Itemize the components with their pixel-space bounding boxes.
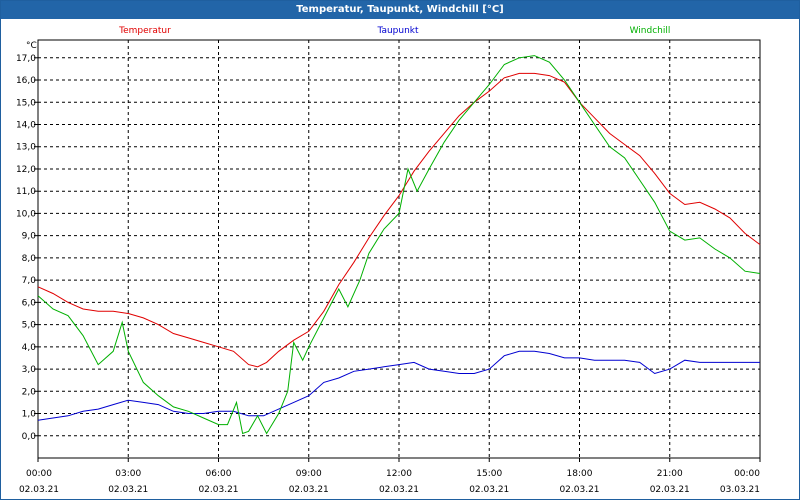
- y-tick-label: 2,0: [22, 387, 37, 397]
- y-tick-label: 14,0: [16, 120, 36, 130]
- y-tick-label: 4,0: [22, 343, 37, 353]
- grid: [38, 40, 760, 458]
- x-tick-date: 02.03.21: [559, 485, 599, 495]
- x-tick-time: 12:00: [386, 469, 412, 479]
- y-tick-label: 11,0: [16, 187, 36, 197]
- y-tick-label: 10,0: [16, 209, 36, 219]
- y-tick-label: 16,0: [16, 76, 36, 86]
- y-tick-label: 15,0: [16, 98, 36, 108]
- legend-entry-temperatur: Temperatur: [118, 26, 171, 36]
- x-tick-date: 02.03.21: [650, 485, 690, 495]
- x-tick-date: 03.03.21: [720, 485, 760, 495]
- series-lines: [37, 55, 761, 435]
- x-axis-ticks: 00:00 02.03.21 03:00 02.03.21 06:00 02.03.21 0…: [19, 458, 761, 495]
- x-tick-time: 00:00: [734, 469, 760, 479]
- y-tick-label: 7,0: [22, 276, 37, 286]
- x-tick-date: 02.03.21: [198, 485, 238, 495]
- x-tick-time: 06:00: [206, 469, 232, 479]
- x-tick-time: 00:00: [26, 469, 52, 479]
- y-tick-label: 1,0: [22, 410, 37, 420]
- legend-entry-taupunkt: Taupunkt: [376, 26, 419, 36]
- y-tick-label: 0,0: [22, 432, 37, 442]
- y-tick-label: 6,0: [22, 298, 37, 308]
- y-tick-label: 8,0: [22, 254, 37, 264]
- x-tick-date: 02.03.21: [379, 485, 419, 495]
- y-tick-label: 3,0: [22, 365, 37, 375]
- legend: Temperatur Taupunkt Windchill: [118, 26, 670, 36]
- y-tick-label: 17,0: [16, 54, 36, 64]
- y-tick-label: 5,0: [22, 321, 37, 331]
- y-axis-ticks: 0,0 1,0 2,0 3,0 4,0 5,0 6,0 7,0 8,0 9,0 10,0 11,0 12…: [16, 54, 38, 442]
- x-tick-time: 03:00: [115, 469, 141, 479]
- series-line-temperatur: [37, 72, 761, 368]
- y-tick-label: 13,0: [16, 143, 36, 153]
- x-tick-time: 09:00: [296, 469, 322, 479]
- x-tick-date: 02.03.21: [289, 485, 329, 495]
- x-tick-time: 21:00: [657, 469, 683, 479]
- y-axis-unit: °C: [26, 41, 37, 51]
- x-tick-time: 18:00: [567, 469, 593, 479]
- series-line-taupunkt: [37, 350, 760, 421]
- series-line-windchill: [37, 55, 761, 435]
- x-tick-time: 15:00: [476, 469, 502, 479]
- x-tick-date: 02.03.21: [19, 485, 59, 495]
- window-title: Temperatur, Taupunkt, Windchill [°C]: [1, 1, 799, 19]
- x-tick-date: 02.03.21: [108, 485, 148, 495]
- x-tick-date: 02.03.21: [469, 485, 509, 495]
- legend-entry-windchill: Windchill: [630, 26, 671, 36]
- y-tick-label: 9,0: [22, 232, 37, 242]
- y-tick-label: 12,0: [16, 165, 36, 175]
